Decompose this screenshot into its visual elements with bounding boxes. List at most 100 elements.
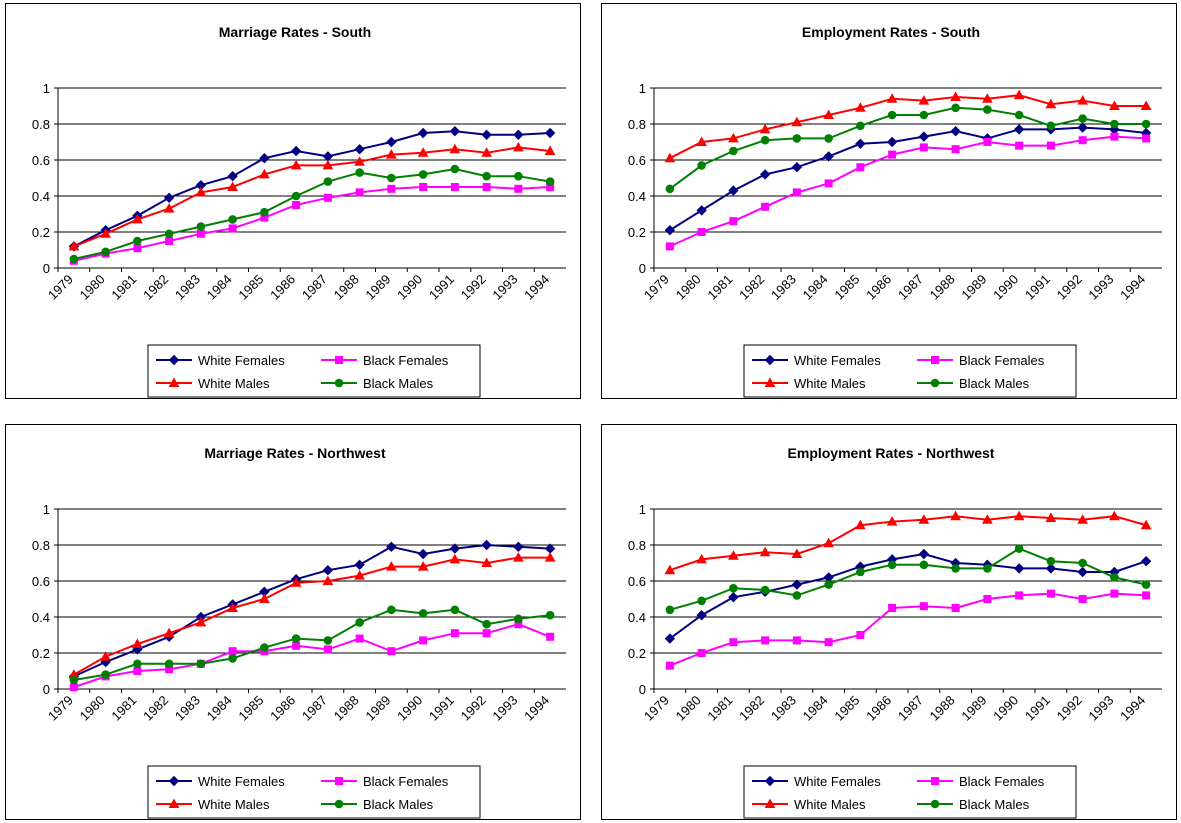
y-tick-label: 0.8 <box>32 117 50 132</box>
marker <box>418 609 428 618</box>
legend-label: Black Males <box>363 376 434 391</box>
marker <box>323 193 332 202</box>
marker <box>760 585 770 595</box>
marker <box>729 146 738 156</box>
marker <box>1141 119 1151 129</box>
marker <box>665 661 674 670</box>
marker <box>354 156 365 166</box>
marker <box>417 561 429 571</box>
marker <box>101 670 110 679</box>
marker <box>290 159 302 170</box>
series-line <box>669 106 1147 190</box>
marker <box>449 553 461 564</box>
series-line <box>73 186 551 262</box>
marker <box>513 552 524 562</box>
legend-label: Black Males <box>959 797 1030 812</box>
series-line <box>73 623 551 689</box>
marker <box>728 550 739 560</box>
marker <box>482 619 491 629</box>
marker <box>1110 119 1119 129</box>
marker <box>697 161 706 170</box>
marker <box>323 636 333 645</box>
marker <box>887 110 897 120</box>
legend-marker <box>168 377 180 387</box>
marker <box>919 602 928 611</box>
marker <box>1110 132 1119 141</box>
legend-marker <box>168 798 180 808</box>
marker <box>1110 573 1119 582</box>
marker <box>1077 514 1088 524</box>
legend-label: White Females <box>794 353 881 368</box>
marker <box>856 631 865 639</box>
marker <box>855 519 866 530</box>
marker <box>792 134 802 143</box>
marker <box>983 105 992 114</box>
marker <box>696 205 707 216</box>
marker <box>761 202 770 211</box>
marker <box>983 138 992 146</box>
marker <box>1014 110 1024 120</box>
marker <box>513 541 524 553</box>
chart-panel: Marriage Rates - South00.20.40.60.811979… <box>5 3 581 399</box>
y-tick-label: 1 <box>639 81 646 96</box>
marker <box>950 91 961 101</box>
y-tick-label: 1 <box>639 502 646 517</box>
marker <box>951 103 960 113</box>
marker <box>792 636 801 645</box>
marker <box>824 134 833 143</box>
y-tick-label: 0.2 <box>32 646 50 661</box>
marker <box>886 93 898 103</box>
legend-label: Black Males <box>959 376 1030 391</box>
marker <box>355 168 364 177</box>
marker <box>355 634 364 643</box>
marker <box>290 577 302 587</box>
chart-title: Employment Rates - South <box>802 24 980 40</box>
marker <box>855 138 866 150</box>
marker <box>133 659 142 669</box>
marker <box>514 614 523 624</box>
marker <box>665 242 674 251</box>
marker <box>983 595 992 603</box>
marker <box>514 184 523 193</box>
marker <box>481 129 492 141</box>
y-tick-label: 1 <box>43 81 50 96</box>
marker <box>196 229 205 238</box>
marker <box>544 127 556 139</box>
marker <box>450 183 459 191</box>
y-tick-label: 0.8 <box>628 538 646 553</box>
y-tick-label: 0.2 <box>32 225 50 240</box>
marker <box>228 215 237 224</box>
marker <box>387 647 396 656</box>
marker <box>1015 141 1024 150</box>
legend-label: Black Females <box>363 353 449 368</box>
marker <box>387 605 396 615</box>
marker <box>165 237 174 245</box>
marker <box>696 136 707 146</box>
marker <box>918 95 930 105</box>
marker <box>419 183 428 191</box>
marker <box>759 123 771 134</box>
marker <box>195 616 207 627</box>
marker <box>291 191 301 201</box>
marker <box>919 110 929 120</box>
marker <box>163 627 175 638</box>
marker <box>888 150 897 159</box>
legend-label: White Females <box>198 774 285 789</box>
marker <box>791 579 803 590</box>
marker <box>1014 544 1024 553</box>
marker <box>664 152 676 163</box>
marker <box>919 143 928 152</box>
legend-label: White Males <box>794 797 866 812</box>
marker <box>68 240 80 251</box>
marker <box>856 567 865 577</box>
marker <box>100 651 111 661</box>
series-line <box>73 130 551 248</box>
marker <box>69 675 79 685</box>
series-line <box>669 592 1147 667</box>
legend-label: Black Males <box>363 797 434 812</box>
marker <box>1142 591 1151 600</box>
marker <box>544 145 556 155</box>
chart-title: Marriage Rates - Northwest <box>204 445 386 461</box>
marker <box>824 179 833 188</box>
marker <box>664 224 676 236</box>
